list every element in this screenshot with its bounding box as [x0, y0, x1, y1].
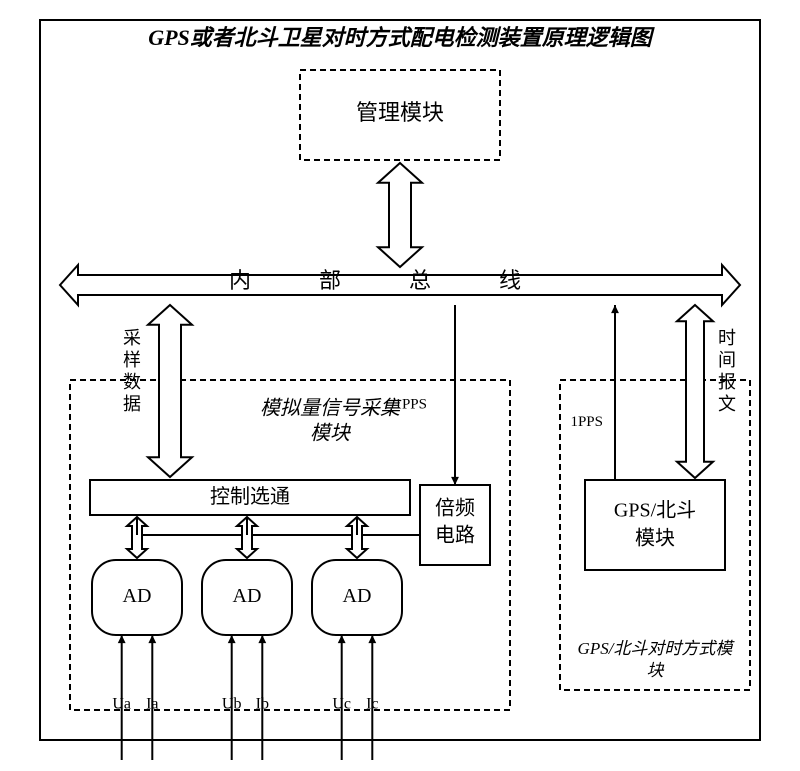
input-label: Ia	[146, 696, 158, 713]
gps-mod-l1: GPS/北斗对时方式模	[578, 639, 736, 658]
ad-label: AD	[233, 585, 262, 607]
sample-char: 据	[123, 394, 141, 414]
sample-char: 采	[123, 328, 141, 348]
analog-title-2: 模块	[310, 423, 351, 445]
sample-char: 样	[123, 350, 141, 370]
input-label: Uc	[332, 696, 351, 713]
mgmt-label: 管理模块	[356, 100, 444, 125]
time-char: 文	[718, 394, 736, 414]
freq-l1: 倍频	[435, 497, 475, 520]
double-arrow-v	[677, 305, 713, 478]
double-arrow-v	[148, 305, 192, 477]
freq-l2: 电路	[435, 524, 475, 547]
sample-char: 数	[123, 372, 141, 392]
double-arrow-h	[60, 265, 740, 305]
input-label: Ua	[112, 696, 131, 713]
time-char: 间	[718, 350, 736, 370]
ctrl-label: 控制选通	[210, 485, 290, 508]
gps-mod-l2: 块	[647, 661, 665, 680]
time-char: 报	[718, 372, 736, 392]
pps-label-2: 1PPS	[570, 414, 603, 430]
ad-label: AD	[343, 585, 372, 607]
time-char: 时	[718, 328, 736, 348]
gps-l2: 模块	[635, 527, 675, 550]
bus-char: 内	[229, 268, 251, 293]
input-label: Ic	[366, 696, 378, 713]
ad-label: AD	[123, 585, 152, 607]
input-label: Ub	[222, 696, 242, 713]
bus-char: 总	[409, 268, 431, 293]
input-label: Ib	[256, 696, 269, 713]
bus-char: 线	[499, 268, 521, 293]
gps-l1: GPS/北斗	[614, 499, 696, 522]
double-arrow-v	[378, 163, 422, 267]
pps-label-1: 1PPS	[394, 396, 427, 412]
gps-box	[585, 480, 725, 570]
diagram-title: GPS或者北斗卫星对时方式配电检测装置原理逻辑图	[148, 25, 656, 50]
analog-title-1: 模拟量信号采集	[260, 398, 402, 420]
bus-char: 部	[319, 268, 341, 293]
